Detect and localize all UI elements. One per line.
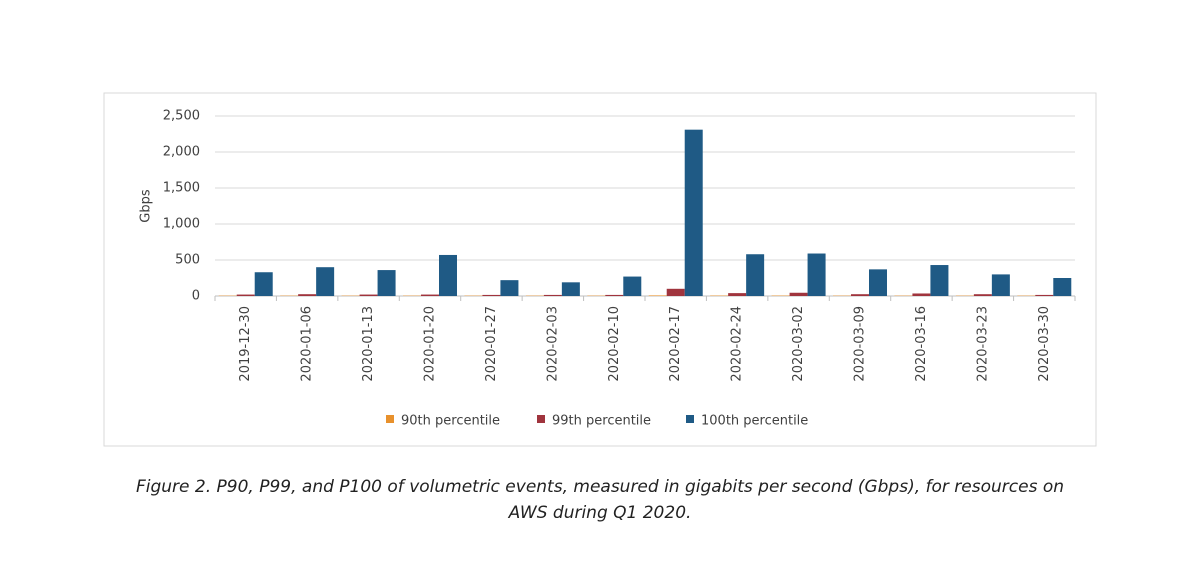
x-tick-label: 2020-03-30 xyxy=(1037,306,1052,382)
y-axis-label: Gbps xyxy=(139,189,154,223)
x-tick-label: 2020-01-06 xyxy=(300,306,315,382)
x-tick-label: 2020-03-02 xyxy=(791,306,806,382)
bar xyxy=(254,272,273,296)
y-tick-label: 1,000 xyxy=(163,217,200,232)
bar xyxy=(482,294,501,296)
x-tick-label: 2020-01-27 xyxy=(484,306,499,382)
bar xyxy=(991,274,1010,296)
y-tick-label: 2,500 xyxy=(163,109,200,124)
y-tick-label: 0 xyxy=(192,289,200,304)
bar xyxy=(623,276,642,296)
bar xyxy=(605,294,624,296)
bar xyxy=(930,265,949,296)
bar xyxy=(236,294,255,296)
bar xyxy=(500,280,519,296)
bar xyxy=(666,288,685,296)
bar xyxy=(648,295,667,296)
bar xyxy=(359,294,378,296)
bar xyxy=(439,254,457,296)
bar xyxy=(851,294,869,296)
legend-swatch xyxy=(386,415,394,423)
x-tick-label: 2020-03-09 xyxy=(853,306,868,382)
legend-label: 100th percentile xyxy=(701,414,808,429)
x-tick-label: 2020-02-24 xyxy=(730,306,745,382)
bar xyxy=(543,294,562,296)
bar xyxy=(421,294,439,296)
x-tick-label: 2020-01-13 xyxy=(361,306,376,382)
x-tick-label: 2020-03-23 xyxy=(975,306,990,382)
y-tick-label: 500 xyxy=(175,253,200,268)
bar xyxy=(973,294,992,296)
bar xyxy=(298,294,317,296)
y-tick-label: 1,500 xyxy=(163,181,200,196)
bar xyxy=(377,270,396,296)
x-tick-label: 2020-03-16 xyxy=(914,306,929,382)
bar xyxy=(561,282,580,296)
bar xyxy=(746,254,765,296)
bar xyxy=(912,293,931,296)
y-tick-label: 2,000 xyxy=(163,145,200,160)
bar xyxy=(1053,278,1072,296)
bar xyxy=(684,129,703,296)
bar xyxy=(316,267,335,296)
bar xyxy=(807,253,826,296)
bar xyxy=(728,293,747,296)
x-tick-label: 2020-02-03 xyxy=(545,306,560,382)
bar xyxy=(1035,294,1054,296)
legend-label: 90th percentile xyxy=(401,414,500,429)
x-tick-label: 2020-02-17 xyxy=(668,306,683,382)
x-tick-label: 2020-01-20 xyxy=(423,306,438,382)
legend-swatch xyxy=(686,415,694,423)
x-tick-label: 2019-12-30 xyxy=(238,306,253,382)
legend-swatch xyxy=(537,415,545,423)
legend-label: 99th percentile xyxy=(552,414,651,429)
x-tick-label: 2020-02-10 xyxy=(607,306,622,382)
bar xyxy=(789,292,808,296)
caption: Figure 2. P90, P99, and P100 of volumetr… xyxy=(135,477,1065,523)
bar xyxy=(869,269,887,296)
